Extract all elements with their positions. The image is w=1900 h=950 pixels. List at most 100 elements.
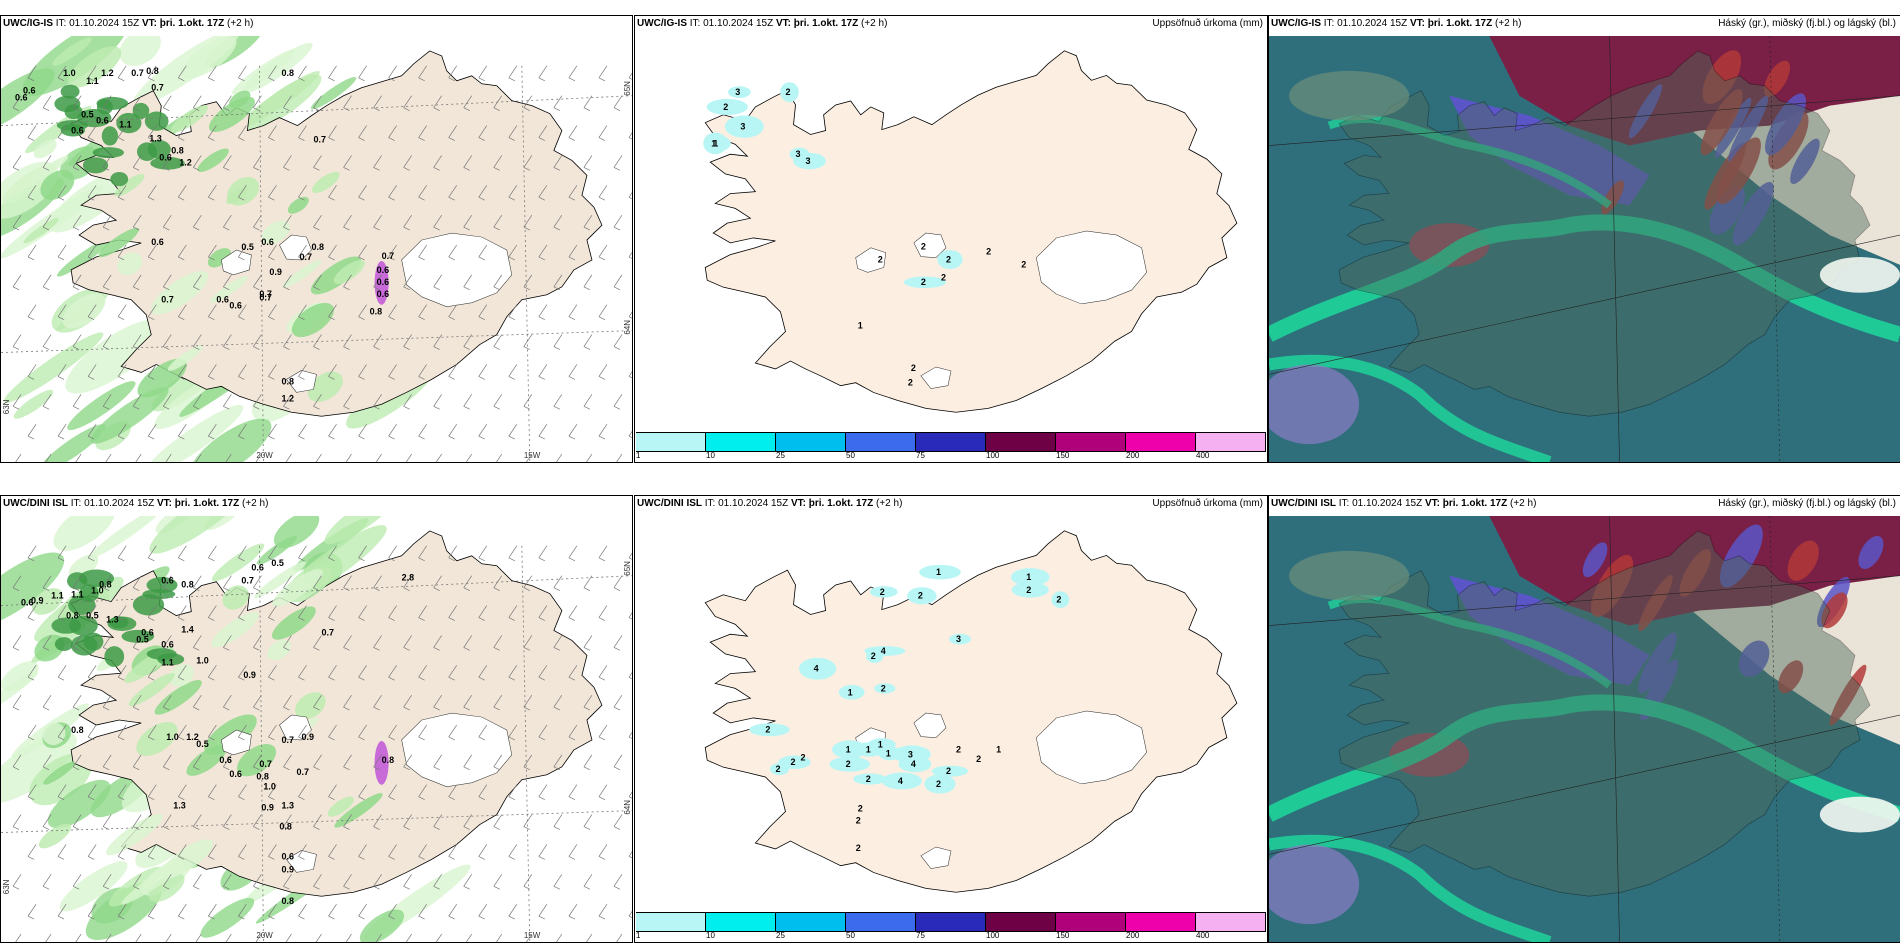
legend-swatch — [916, 913, 986, 931]
precip-value-label: 2.8 — [402, 573, 415, 583]
precip-value-label: 0.8 — [99, 580, 112, 590]
precip-value-label: 0.6 — [151, 237, 164, 247]
precip-value-label: 0.7 — [151, 83, 164, 93]
legend-swatch — [1126, 433, 1196, 451]
lat-label: 63N — [2, 399, 11, 414]
precip-value-label: 0.6 — [15, 93, 28, 103]
legend-swatch — [706, 913, 776, 931]
legend-swatch — [1196, 433, 1266, 451]
accum-value-label: 1 — [866, 744, 871, 754]
accum-value-label: 1 — [848, 687, 853, 697]
model-name: UWC/IG-IS — [3, 18, 53, 29]
precip-panel-title: Uppsöfnuð úrkoma (mm) — [1152, 18, 1263, 29]
valid-label: VT: — [141, 18, 157, 29]
valid-time: þri. 1.okt. 17Z — [793, 18, 859, 29]
accum-value-label: 2 — [941, 272, 946, 282]
accum-value-label: 3 — [908, 749, 913, 759]
accum-value-label: 2 — [1056, 595, 1061, 605]
precip-value-label: 0.8 — [71, 725, 84, 735]
valid-time: þri. 1.okt. 17Z — [1427, 18, 1493, 29]
panel-header: UWC/IG-IS IT: 01.10.2024 15Z VT: þri. 1.… — [3, 18, 253, 29]
accum-value-label: 1 — [936, 567, 941, 577]
accum-value-label: 3 — [740, 122, 745, 132]
precip-value-label: 0.8 — [370, 307, 383, 317]
precip-value-label: 0.7 — [241, 576, 254, 586]
legend-swatch — [636, 913, 706, 931]
lead-time: (+2 h) — [1495, 18, 1522, 29]
precip-value-label: 1.1 — [71, 590, 84, 600]
accum-value-label: 2 — [880, 587, 885, 597]
cloud-map — [1269, 36, 1900, 462]
precip-value-label: 0.6 — [71, 126, 84, 136]
wind-precip-panel: UWC/IG-IS IT: 01.10.2024 15Z VT: þri. 1.… — [0, 15, 633, 463]
cloud-map — [1269, 516, 1900, 942]
precip-value-label: 0.8 — [256, 772, 269, 782]
precip-value-label: 0.9 — [301, 732, 314, 742]
accum-value-label: 1 — [1026, 572, 1031, 582]
legend-tick: 400 — [1196, 451, 1210, 460]
legend-tick: 150 — [1056, 931, 1070, 940]
valid-time: þri. 1.okt. 17Z — [808, 498, 874, 509]
lead-time: (+2 h) — [1510, 498, 1537, 509]
accum-value-label: 2 — [936, 779, 941, 789]
precip-value-label: 1.2 — [186, 732, 199, 742]
precip-value-label: 1.1 — [51, 591, 64, 601]
lat-label: 65N — [623, 81, 632, 96]
precip-value-label: 1.2 — [281, 393, 294, 403]
run-time: IT: 01.10.2024 15Z — [1338, 498, 1423, 509]
precip-value-label: 0.6 — [141, 627, 154, 637]
legend-colorbar — [636, 432, 1266, 452]
accum-value-label: 2 — [801, 752, 806, 762]
lon-label: 15W — [524, 931, 541, 940]
accum-value-label: 2 — [856, 843, 861, 853]
precip-value-label: 1.0 — [263, 782, 276, 792]
lat-label: 63N — [2, 879, 11, 894]
precip-value-label: 1.2 — [179, 157, 192, 167]
cloud-panel-title: Háský (gr.), miðský (fj.bl.) og lágský (… — [1718, 18, 1896, 29]
precip-value-label: 0.5 — [271, 558, 284, 568]
precip-value-label: 0.9 — [281, 864, 294, 874]
cloud-cover-panel: UWC/IG-IS IT: 01.10.2024 15Z VT: þri. 1.… — [1268, 15, 1900, 463]
precip-value-label: 1.0 — [166, 732, 179, 742]
legend-swatch — [636, 433, 706, 451]
precip-value-label: 1.0 — [91, 586, 104, 596]
accum-value-label: 2 — [856, 815, 861, 825]
precip-value-label: 0.5 — [196, 739, 209, 749]
model-name: UWC/IG-IS — [637, 18, 687, 29]
legend-swatch — [916, 433, 986, 451]
valid-label: VT: — [1424, 498, 1440, 509]
valid-label: VT: — [1409, 18, 1425, 29]
precip-value-label: 0.6 — [261, 237, 274, 247]
precip-value-label: 0.6 — [161, 576, 174, 586]
accum-value-label: 1 — [858, 321, 863, 331]
accum-value-label: 3 — [806, 156, 811, 166]
accum-value-label: 2 — [956, 744, 961, 754]
legend-tick: 100 — [986, 451, 1000, 460]
model-name: UWC/DINI ISL — [637, 498, 702, 509]
lead-time: (+2 h) — [861, 18, 888, 29]
precip-value-label: 0.6 — [23, 86, 36, 96]
accum-value-label: 1 — [886, 748, 891, 758]
accum-value-label: 2 — [1021, 260, 1026, 270]
accum-value-label: 4 — [881, 646, 886, 656]
legend-swatch — [846, 433, 916, 451]
legend-swatch — [1056, 433, 1126, 451]
run-time: IT: 01.10.2024 15Z — [1323, 18, 1408, 29]
accum-value-label: 2 — [866, 774, 871, 784]
accum-value-label: 2 — [775, 764, 780, 774]
accum-value-label: 2 — [1026, 585, 1031, 595]
precip-value-label: 0.8 — [66, 611, 79, 621]
precip-value-label: 0.8 — [181, 580, 194, 590]
precip-value-label: 1.0 — [63, 68, 76, 78]
precip-value-label: 0.6 — [377, 277, 390, 287]
cloud-panel-title: Háský (gr.), miðský (fj.bl.) og lágský (… — [1718, 498, 1896, 509]
accum-value-label: 3 — [796, 149, 801, 159]
accum-value-label: 4 — [898, 776, 903, 786]
accum-value-label: 2 — [918, 591, 923, 601]
panel-header: UWC/IG-IS IT: 01.10.2024 15Z VT: þri. 1.… — [1271, 18, 1521, 29]
precip-value-label: 0.6 — [377, 265, 390, 275]
cloud-map-svg — [1269, 36, 1900, 462]
valid-label: VT: — [790, 498, 806, 509]
